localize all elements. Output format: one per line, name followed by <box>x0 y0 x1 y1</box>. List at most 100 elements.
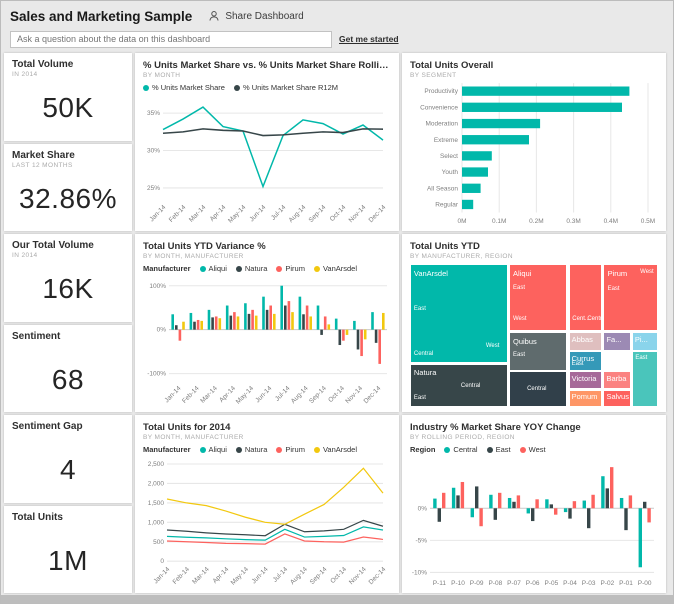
legend-item--units-market-share[interactable]: % Units Market Share <box>143 83 225 92</box>
tile-total-units-overall[interactable]: Total Units Overall BY SEGMENT 0M 0.1M 0.2… <box>402 53 666 231</box>
kpi-value: 16K <box>42 273 94 305</box>
svg-text:0M: 0M <box>457 218 466 225</box>
share-icon <box>208 10 220 22</box>
svg-text:Oct-14: Oct-14 <box>327 385 346 404</box>
treemap-node-salvus[interactable]: Salvus <box>603 389 631 407</box>
treemap-label: East <box>413 305 426 312</box>
svg-text:P-04: P-04 <box>563 580 577 587</box>
svg-text:Productivity: Productivity <box>424 88 458 95</box>
legend-label: Natura <box>244 445 268 454</box>
legend-item-east[interactable]: East <box>486 445 511 454</box>
treemap-node-natura[interactable]: Natura Central East <box>410 364 508 407</box>
tile-subtitle: BY SEGMENT <box>410 72 457 79</box>
legend-label: VanArsdel <box>322 445 358 454</box>
treemap-node-abbas[interactable]: Abbas <box>568 331 603 351</box>
svg-text:All Season: All Season <box>427 185 458 192</box>
treemap-label: East <box>571 361 584 368</box>
svg-text:Jul-14: Jul-14 <box>270 204 288 222</box>
legend-item--units-market-share-r12m[interactable]: % Units Market Share R12M <box>233 83 338 92</box>
svg-text:0.5M: 0.5M <box>641 218 655 225</box>
tile-our-total-volume[interactable]: Our Total Volume IN 2014 16K <box>4 234 132 322</box>
tile-market-share[interactable]: Market Share LAST 12 MONTHS 32.86% <box>4 143 132 231</box>
tile-subtitle: BY MONTH, MANUFACTURER <box>143 253 244 260</box>
svg-text:Moderation: Moderation <box>426 121 459 128</box>
bottom-scrollbar[interactable] <box>1 595 673 603</box>
treemap-label: East <box>607 285 620 292</box>
column-chart-yoy-change[interactable]: 0% -5% -10% P-11 P-10 P-09 P-08 P-07 P-06 P-05 P-0… <box>410 456 658 588</box>
tile-total-units-ytd[interactable]: Total Units YTD BY MANUFACTURER, REGION … <box>402 234 666 412</box>
svg-text:Extreme: Extreme <box>434 137 458 144</box>
tile-title: Our Total Volume <box>12 240 94 251</box>
kpi-value: 32.86% <box>19 182 117 214</box>
treemap-node-currus[interactable]: Currus East <box>568 351 603 371</box>
tile-subtitle: BY MONTH, MANUFACTURER <box>143 434 244 441</box>
svg-text:Mar-14: Mar-14 <box>188 204 208 224</box>
treemap-node-pomum[interactable]: Pomum <box>568 389 603 407</box>
legend-item-aliqui[interactable]: Aliqui <box>199 445 227 454</box>
svg-text:Oct-14: Oct-14 <box>329 566 348 585</box>
legend-item-central[interactable]: Central <box>444 445 478 454</box>
legend: % Units Market Share % Units Market Share… <box>143 83 391 92</box>
legend-title: Manufacturer <box>143 264 191 273</box>
legend-item-west[interactable]: West <box>519 445 546 454</box>
legend-item-natura[interactable]: Natura <box>235 264 267 273</box>
treemap-node-vanarsdel[interactable]: VanArsdel East West Central <box>410 264 508 364</box>
tile-market-share-trend[interactable]: % Units Market Share vs. % Units Market … <box>135 53 399 231</box>
legend-item-pirum[interactable]: Pirum <box>276 264 305 273</box>
legend-label: Pirum <box>285 264 305 273</box>
treemap-label: Central <box>413 350 434 357</box>
line-chart-total-units-2014[interactable]: 0 500 1,000 1,500 2,000 2,500 Jan-14 Feb-14 Mar-… <box>143 456 391 588</box>
treemap-node-fama[interactable]: Fa... <box>603 331 631 351</box>
legend-item-pirum[interactable]: Pirum <box>276 445 305 454</box>
bar-chart-total-units-overall[interactable]: 0M 0.1M 0.2M 0.3M 0.4M 0.5M Productivity Conven… <box>410 81 658 226</box>
treemap-total-units-ytd[interactable]: VanArsdel East West Central Natura Central Eas… <box>410 264 658 407</box>
legend: Manufacturer Aliqui Natura Pirum VanArsdel <box>143 445 391 454</box>
line-chart-market-share[interactable]: 25% 30% 35% Jan-14 Feb-14 Mar-14 Apr-14 May-14 J… <box>143 94 391 226</box>
kpi-column-3: Sentiment Gap 4 Total Units 1M <box>4 415 132 593</box>
tile-yoy-change[interactable]: Industry % Market Share YOY Change BY RO… <box>402 415 666 593</box>
treemap-label: Natura <box>413 368 437 378</box>
treemap-node-aliqui-central[interactable]: Cent...Central <box>568 264 603 332</box>
legend-dot <box>143 84 149 91</box>
tile-subtitle: BY MANUFACTURER, REGION <box>410 253 513 260</box>
legend-item-aliqui[interactable]: Aliqui <box>199 264 227 273</box>
legend-dot <box>276 265 283 272</box>
treemap-label: Cent... <box>572 315 590 322</box>
treemap-node-east-strip[interactable]: East <box>631 351 658 407</box>
treemap-node-quibus[interactable]: Quibus East <box>509 331 568 371</box>
legend-item-vanarsdel[interactable]: VanArsdel <box>313 445 358 454</box>
treemap-node-aliqui[interactable]: Aliqui East West <box>509 264 568 332</box>
get-me-started-link[interactable]: Get me started <box>339 34 399 44</box>
qna-input[interactable] <box>10 30 332 48</box>
svg-text:May-14: May-14 <box>227 204 247 225</box>
legend-dot <box>199 265 206 272</box>
treemap-node-pirum[interactable]: Pirum East West <box>603 264 658 332</box>
svg-text:Jan-14: Jan-14 <box>148 204 167 224</box>
share-dashboard-button[interactable]: Share Dashboard <box>208 10 304 22</box>
treemap-label: East <box>635 355 648 362</box>
tile-subtitle <box>12 433 124 442</box>
svg-text:P-05: P-05 <box>544 580 558 587</box>
tile-sentiment[interactable]: Sentiment 68 <box>4 324 132 412</box>
tile-total-units[interactable]: Total Units 1M <box>4 505 132 593</box>
legend-label: Aliqui <box>208 264 227 273</box>
svg-text:Feb-14: Feb-14 <box>181 385 201 405</box>
treemap-label: Central <box>527 386 547 393</box>
treemap-node-central-block[interactable]: Central <box>509 371 568 407</box>
tile-ytd-variance[interactable]: Total Units YTD Variance % BY MONTH, MAN… <box>135 234 399 412</box>
svg-text:Mar-14: Mar-14 <box>191 566 211 586</box>
column-chart-ytd-variance[interactable]: 100% 0% -100% Jan-14 Feb-14 Mar-14 Apr-14 May-1… <box>143 275 391 407</box>
tile-title: Total Volume <box>12 59 74 70</box>
tile-sentiment-gap[interactable]: Sentiment Gap 4 <box>4 415 132 503</box>
treemap-node-barba[interactable]: Barba <box>603 371 631 390</box>
svg-text:May-14: May-14 <box>235 385 255 406</box>
tile-total-units-2014[interactable]: Total Units for 2014 BY MONTH, MANUFACTU… <box>135 415 399 593</box>
svg-text:Jul-14: Jul-14 <box>272 566 290 584</box>
svg-text:P-11: P-11 <box>433 580 447 587</box>
treemap-node-victoria[interactable]: Victoria <box>568 371 603 390</box>
legend-item-vanarsdel[interactable]: VanArsdel <box>313 264 357 273</box>
treemap-node-pirus[interactable]: Pi... <box>631 331 658 351</box>
tile-total-volume[interactable]: Total Volume IN 2014 50K <box>4 53 132 141</box>
legend-item-natura[interactable]: Natura <box>235 445 268 454</box>
